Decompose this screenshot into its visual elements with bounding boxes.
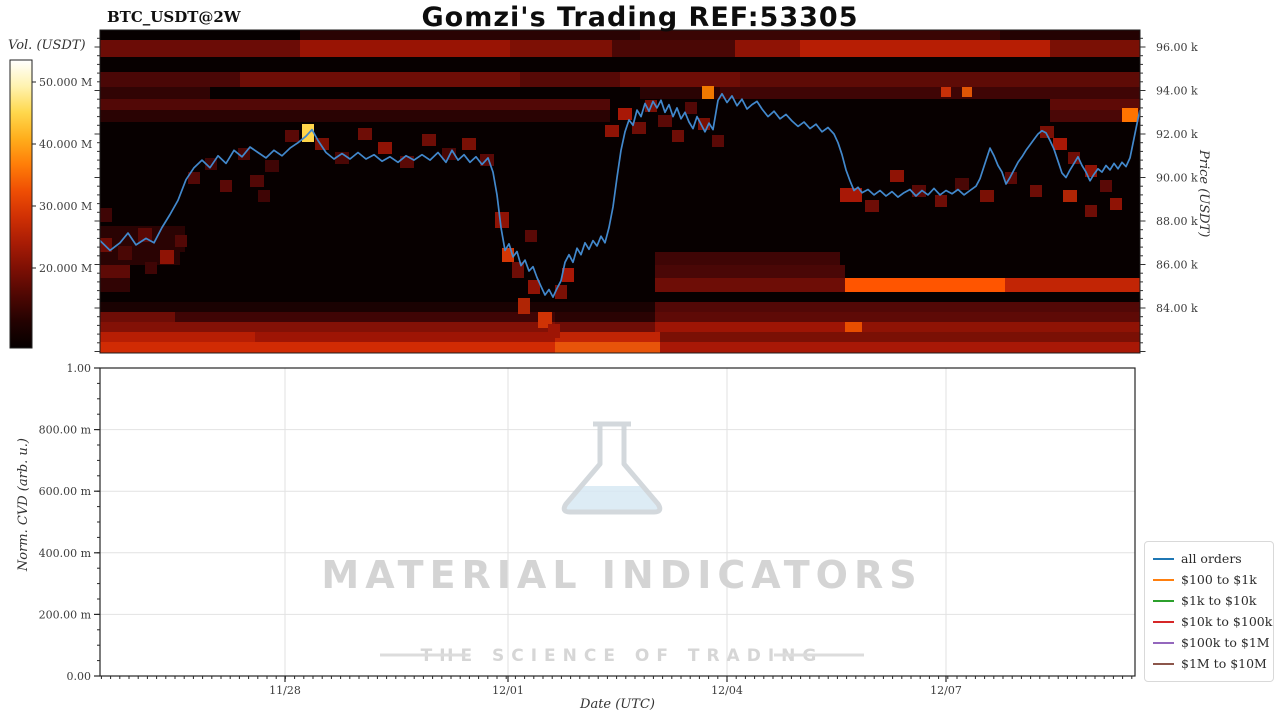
date-axis-title: Date (UTC) [580, 697, 655, 712]
price-line [100, 92, 1140, 298]
cvd-axes: 1.00 800.00 m 600.00 m 400.00 m 200.00 m 0.00… [39, 362, 1133, 697]
legend-item-all-orders: all orders [1153, 548, 1267, 569]
price-tick-label: 92.00 k [1156, 128, 1198, 141]
cvd-tick-label: 1.00 [67, 362, 92, 375]
page-title: Gomzi's Trading REF:53305 [421, 2, 859, 33]
cvd-tick-label: 0.00 [67, 670, 92, 683]
legend-line-swatch [1153, 641, 1174, 644]
flask-icon [561, 421, 663, 515]
volume-colorbar: 50.000 M 40.000 M 30.000 M 20.000 M [9, 59, 92, 349]
price-axis: 96.00 k 94.00 k 92.00 k 90.00 k 88.00 k 86.00… [94, 37, 1198, 352]
price-tick-label: 84.00 k [1156, 302, 1198, 315]
legend: all orders $100 to $1k $1k to $10k $10k to … [1144, 541, 1274, 682]
symbol-timeframe-title: BTC_USDT@2W [107, 8, 241, 26]
date-tick-label: 12/01 [492, 684, 524, 697]
legend-line-swatch [1153, 557, 1174, 560]
legend-label: all orders [1181, 551, 1242, 566]
colorbar-tick-label: 30.000 M [39, 200, 92, 213]
colorbar-tick-label: 40.000 M [39, 138, 92, 151]
legend-label: $10k to $100k [1181, 614, 1273, 629]
material-indicators-watermark: MATERIAL INDICATORS THE SCIENCE OF TRADIN… [321, 421, 922, 666]
legend-line-swatch [1153, 662, 1174, 665]
colorbar-tick-label: 50.000 M [39, 76, 92, 89]
series-line--1k-to-10k [100, 373, 1135, 668]
legend-item--10k-to-100k: $10k to $100k [1153, 611, 1272, 632]
series-line--100k-to-1m [100, 430, 1135, 667]
price-tick-label: 86.00 k [1156, 259, 1198, 272]
price-tick-label: 94.00 k [1156, 85, 1198, 98]
price-tick-label: 96.00 k [1156, 41, 1198, 54]
legend-line-swatch [1153, 620, 1174, 623]
date-tick-label: 12/07 [930, 684, 962, 697]
colorbar-title: Vol. (USDT) [8, 38, 86, 53]
price-tick-label: 88.00 k [1156, 215, 1198, 228]
legend-item--1m-to-10m: $1M to $10M [1153, 653, 1267, 674]
cvd-chart: MATERIAL INDICATORS THE SCIENCE OF TRADIN… [99, 367, 1136, 677]
cvd-tick-label: 600.00 m [39, 485, 92, 498]
price-axis-title: Price (USDT) [1196, 150, 1211, 238]
heatmap-bands [100, 30, 1140, 353]
cvd-tick-label: 800.00 m [39, 424, 92, 437]
legend-line-swatch [1153, 578, 1174, 581]
legend-label: $1M to $10M [1181, 656, 1267, 671]
cvd-series [100, 368, 1135, 672]
cvd-tick-label: 400.00 m [39, 547, 92, 560]
legend-line-swatch [1153, 599, 1174, 602]
grid [100, 368, 1135, 676]
legend-label: $100 to $1k [1181, 572, 1257, 587]
series-line--100-to-1k [100, 368, 1135, 671]
legend-label: $1k to $10k [1181, 593, 1257, 608]
cvd-axis-title: Norm. CVD (arb. u.) [16, 438, 31, 572]
legend-item--100k-to-1m: $100k to $1M [1153, 632, 1270, 653]
legend-item--1k-to-10k: $1k to $10k [1153, 590, 1267, 611]
series-line--1m-to-10m [100, 388, 1135, 672]
date-tick-label: 12/04 [711, 684, 743, 697]
date-tick-label: 11/28 [269, 684, 301, 697]
legend-item--100-to-1k: $100 to $1k [1153, 569, 1267, 590]
colorbar-tick-label: 20.000 M [39, 262, 92, 275]
legend-label: $100k to $1M [1181, 635, 1270, 650]
cvd-tick-label: 200.00 m [39, 608, 92, 621]
heatmap-cells [100, 86, 1138, 338]
watermark-line2: THE SCIENCE OF TRADING [421, 646, 824, 666]
watermark-line1: MATERIAL INDICATORS [321, 553, 922, 597]
price-tick-label: 90.00 k [1156, 172, 1198, 185]
price-volume-heatmap [99, 29, 1141, 354]
